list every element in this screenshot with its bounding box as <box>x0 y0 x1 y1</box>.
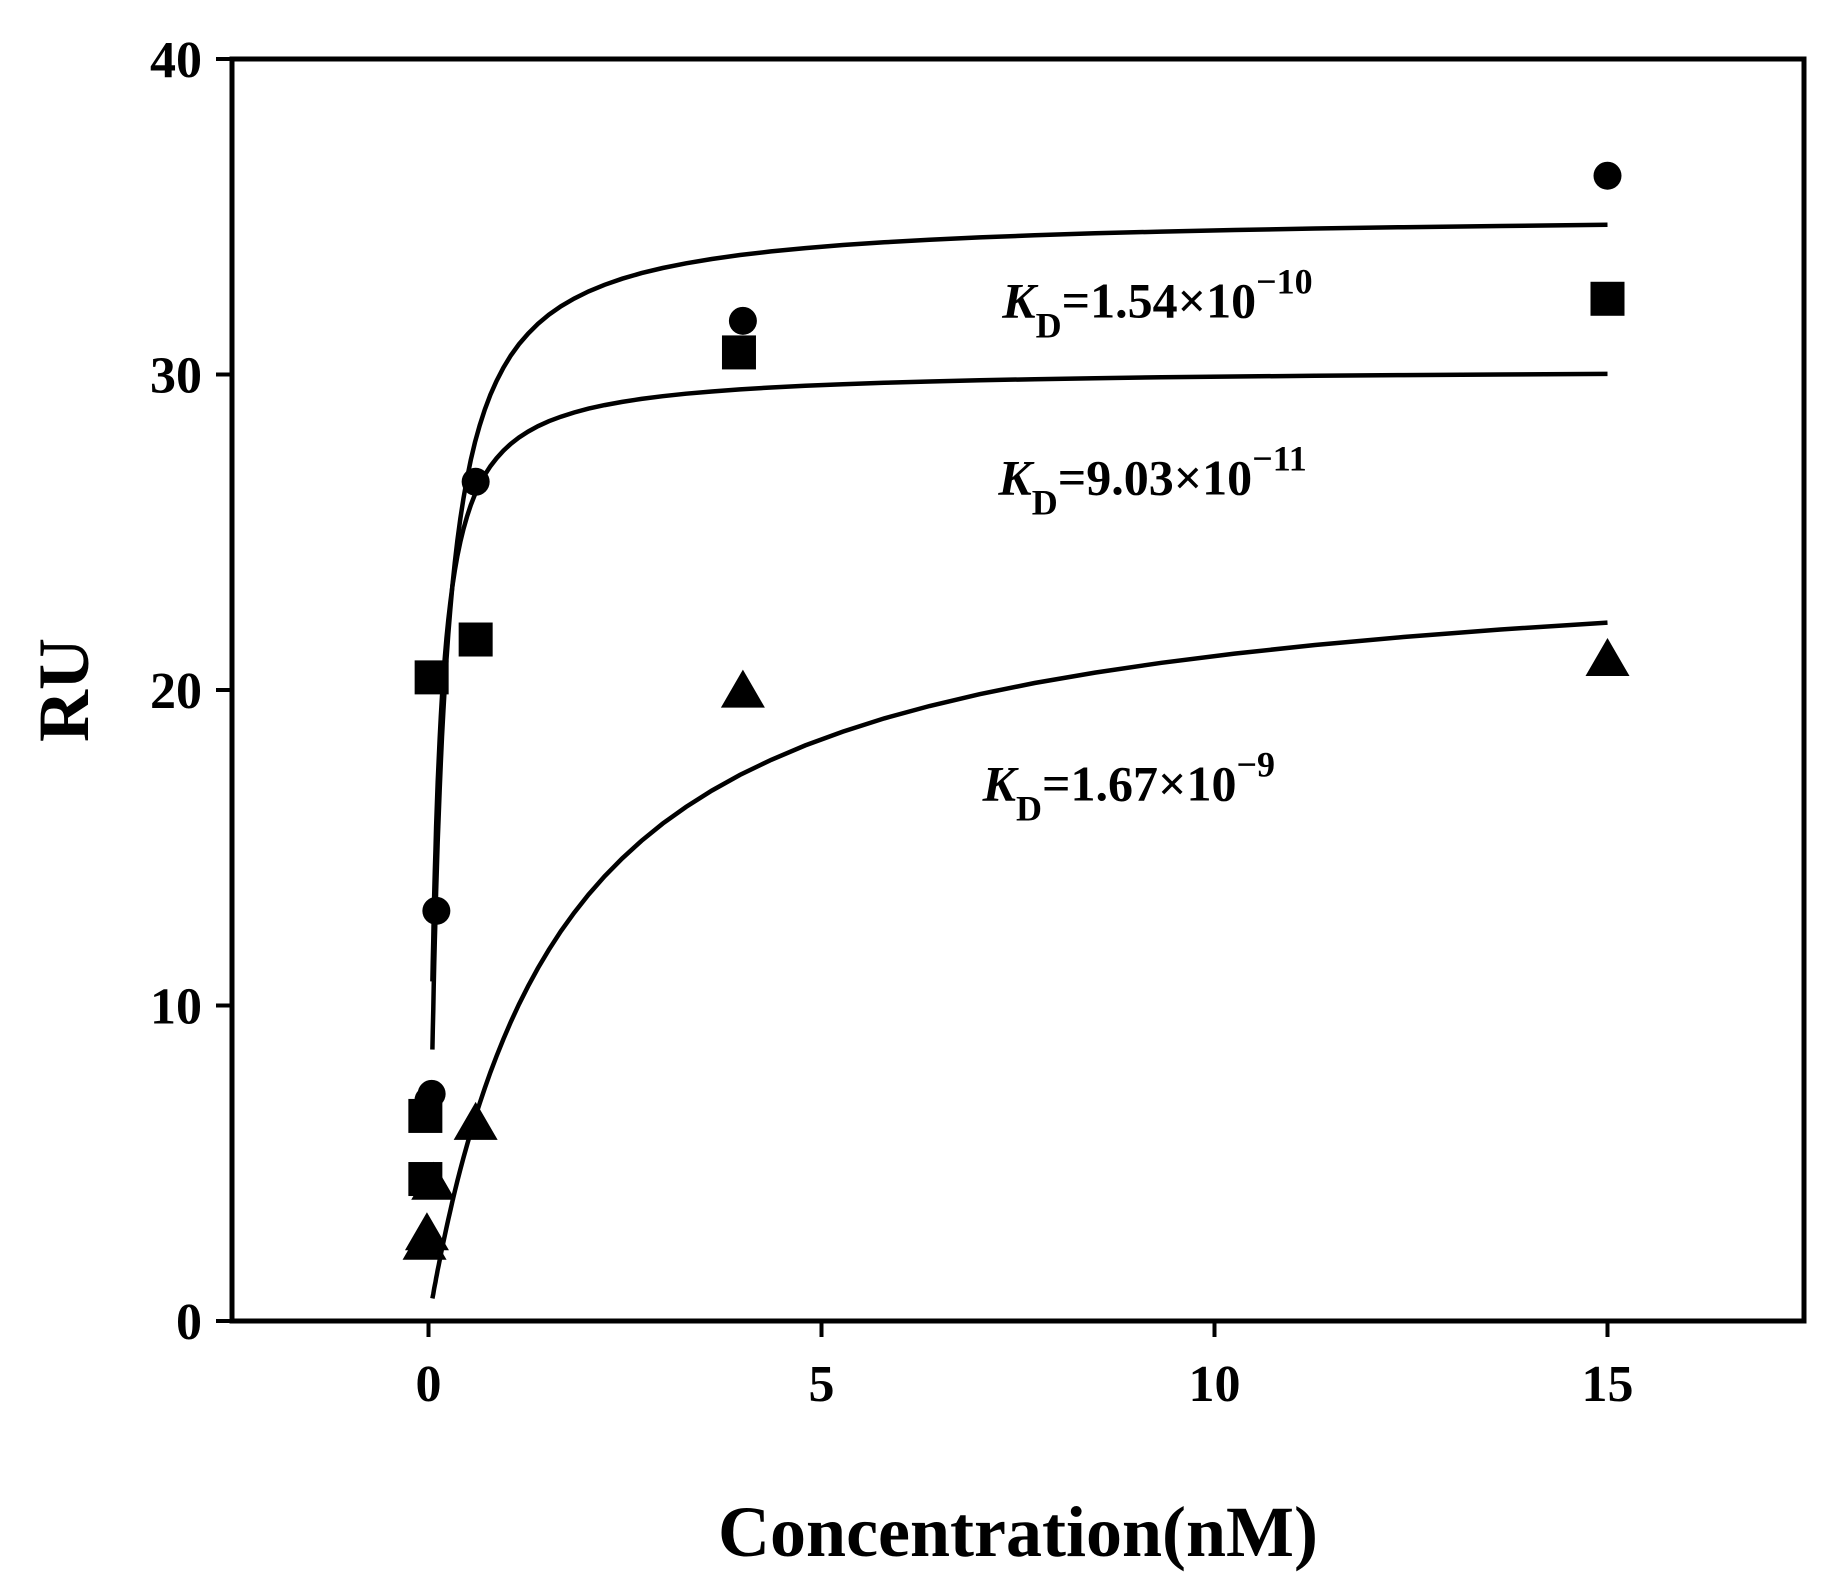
kd-label-part: =1.67×10 <box>1042 755 1236 811</box>
circle-point <box>1593 161 1622 190</box>
kd-label-part: D <box>1036 306 1062 346</box>
kd-label-circle: KD=1.54×10−10 <box>1001 262 1312 346</box>
kd-label-part: −9 <box>1236 744 1275 784</box>
kd-label-part: −10 <box>1256 262 1313 302</box>
kd-label-part: K <box>997 449 1035 505</box>
triangle-point <box>404 1212 449 1251</box>
kd-label-part: =9.03×10 <box>1058 449 1252 505</box>
x-tick-label: 5 <box>809 1356 835 1413</box>
circle-point <box>728 306 757 335</box>
y-tick-label: 40 <box>150 32 202 89</box>
y-tick-label: 10 <box>150 979 202 1036</box>
kd-label-part: K <box>982 755 1020 811</box>
y-tick-label: 20 <box>150 663 202 720</box>
triangle-point <box>720 669 765 708</box>
y-tick-label: 0 <box>176 1294 202 1351</box>
kd-label-part: K <box>1001 273 1039 329</box>
circle-point <box>461 467 490 496</box>
kd-label-part: D <box>1016 788 1042 828</box>
axis-ticks: 0 5 10 15 0 10 20 30 40 <box>150 32 1634 1413</box>
data-points <box>402 161 1630 1260</box>
y-tick-label: 30 <box>150 348 202 405</box>
x-axis-title: Concentration(nM) <box>718 1492 1318 1572</box>
fit-curve-circle <box>430 222 1608 1050</box>
triangle-point <box>411 1161 456 1200</box>
square-point <box>1590 281 1625 316</box>
square-point <box>458 622 493 657</box>
kd-label-part: =1.54×10 <box>1062 273 1256 329</box>
kd-label-part: −11 <box>1252 438 1307 478</box>
fit-curves <box>430 222 1608 1299</box>
y-axis-title: RU <box>24 638 104 742</box>
x-tick-label: 15 <box>1582 1356 1634 1413</box>
x-tick-label: 0 <box>416 1356 442 1413</box>
circle-point <box>422 896 451 925</box>
kd-label-triangle: KD=1.67×10−9 <box>982 744 1275 828</box>
kd-label-square: KD=9.03×10−11 <box>997 438 1306 522</box>
kd-label-part: D <box>1032 482 1058 522</box>
triangle-point <box>1585 638 1630 677</box>
square-point <box>721 335 756 370</box>
triangle-point <box>453 1101 498 1140</box>
x-tick-label: 10 <box>1189 1356 1241 1413</box>
fit-curve-square <box>430 371 1608 982</box>
fit-curve-triangle <box>430 620 1608 1299</box>
square-point <box>414 660 449 695</box>
square-point <box>408 1098 443 1133</box>
